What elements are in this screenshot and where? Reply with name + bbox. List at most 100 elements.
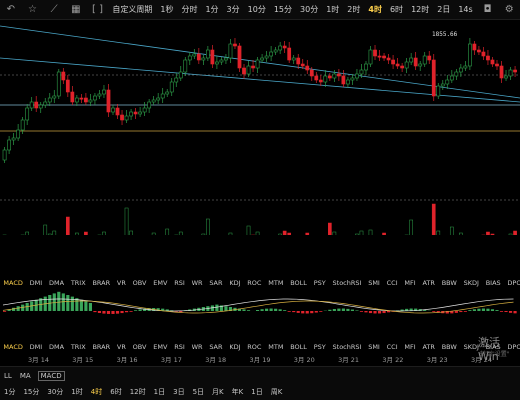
- indicator-tab-mtm[interactable]: MTM: [268, 279, 284, 287]
- indicator-tab-macd[interactable]: MACD: [3, 279, 23, 287]
- bottom-indicator-ma[interactable]: MA: [19, 372, 31, 380]
- timeframe-3[interactable]: 3分: [226, 5, 240, 14]
- indicator-tab-sar[interactable]: SAR: [209, 279, 223, 287]
- timeframe-10[interactable]: 6时: [389, 5, 404, 14]
- candle: [486, 55, 490, 61]
- indicator-tab-vr[interactable]: VR: [116, 343, 126, 351]
- indicator-tab-atr[interactable]: ATR: [422, 279, 435, 287]
- indicator-tab-trix[interactable]: TRIX: [70, 343, 86, 351]
- timeframe-8[interactable]: 2时: [347, 5, 361, 14]
- indicator-tab-vr[interactable]: VR: [116, 279, 126, 287]
- indicator-tab-wr[interactable]: WR: [191, 343, 203, 351]
- indicator-tab-bias[interactable]: BIAS: [485, 279, 501, 287]
- indicator-tab-roc[interactable]: ROC: [247, 279, 262, 287]
- indicator-tab-smi[interactable]: SMI: [368, 279, 380, 287]
- camera-icon[interactable]: ◘: [483, 4, 492, 15]
- bottom-timeframe-3[interactable]: 1时: [71, 388, 83, 396]
- indicator-tab-cci[interactable]: CCI: [386, 279, 398, 287]
- timeframe-13[interactable]: 14s: [458, 5, 473, 14]
- bottom-indicator-macd[interactable]: MACD: [37, 371, 65, 381]
- timeframe-9[interactable]: 4时: [368, 5, 382, 14]
- indicator-tab-roc[interactable]: ROC: [247, 343, 262, 351]
- macd-panel[interactable]: [0, 289, 520, 341]
- indicator-tab-dmi[interactable]: DMI: [29, 343, 43, 351]
- indicator-tab-kdj[interactable]: KDJ: [229, 343, 241, 351]
- bottom-timeframe-7[interactable]: 1日: [153, 388, 166, 396]
- indicator-tab-brar[interactable]: BRAR: [92, 343, 111, 351]
- indicator-tab-brar[interactable]: BRAR: [92, 279, 111, 287]
- timeframe-5[interactable]: 15分: [273, 5, 293, 14]
- indicator-tab-dma[interactable]: DMA: [48, 343, 65, 351]
- indicator-tab-bbw[interactable]: BBW: [441, 279, 457, 287]
- line-chart-icon[interactable]: ⟋: [50, 4, 58, 15]
- bottom-timeframe-4[interactable]: 4时: [90, 388, 103, 396]
- bottom-timeframe-5[interactable]: 6时: [110, 388, 122, 396]
- indicator-tab-psy[interactable]: PSY: [313, 279, 326, 287]
- indicator-tab-rsi[interactable]: RSI: [174, 279, 185, 287]
- indicator-tab-atr[interactable]: ATR: [422, 343, 435, 351]
- indicator-tab-obv[interactable]: OBV: [132, 343, 147, 351]
- indicator-tab-cci[interactable]: CCI: [386, 343, 398, 351]
- indicator-tab-rsi[interactable]: RSI: [174, 343, 185, 351]
- bottom-timeframe-13[interactable]: 周K: [270, 388, 283, 396]
- indicator-tab-emv[interactable]: EMV: [153, 279, 168, 287]
- brackets-icon[interactable]: [ ]: [92, 4, 104, 15]
- indicator-tab-mtm[interactable]: MTM: [268, 343, 284, 351]
- macd-bar: [16, 306, 20, 311]
- undo-icon[interactable]: ↶: [6, 4, 16, 15]
- indicator-tab-psy[interactable]: PSY: [313, 343, 326, 351]
- timeframe-7[interactable]: 1时: [326, 5, 340, 14]
- bottom-timeframe-10[interactable]: 月K: [212, 388, 224, 396]
- candlestick-chart[interactable]: [0, 20, 520, 235]
- bottom-timeframe-2[interactable]: 30分: [47, 388, 64, 396]
- indicator-tab-obv[interactable]: OBV: [132, 279, 147, 287]
- indicator-tab-boll[interactable]: BOLL: [290, 343, 307, 351]
- macd-bar: [472, 309, 476, 311]
- indicator-tab-smi[interactable]: SMI: [368, 343, 380, 351]
- indicator-tab-stochrsi[interactable]: StochRSI: [332, 279, 362, 287]
- timeframe-4[interactable]: 10分: [247, 5, 266, 14]
- timeframe-11[interactable]: 12时: [411, 5, 430, 14]
- indicator-tab-bias[interactable]: BIAS: [485, 343, 501, 351]
- bottom-timeframe-0[interactable]: 1分: [4, 388, 16, 396]
- bottom-indicator-ll[interactable]: LL: [4, 372, 12, 380]
- timeframe-12[interactable]: 2日: [437, 5, 451, 14]
- indicator-tab-dpo[interactable]: DPO: [507, 279, 520, 287]
- macd-bar: [138, 309, 142, 311]
- candle: [215, 61, 219, 65]
- indicator-tab-trix[interactable]: TRIX: [70, 279, 86, 287]
- custom-period-label[interactable]: 自定义周期: [112, 5, 153, 14]
- timeframe-6[interactable]: 30分: [300, 5, 319, 14]
- candle: [133, 111, 138, 115]
- timeframe-1[interactable]: 分时: [181, 5, 198, 14]
- bottom-timeframe-9[interactable]: 5日: [192, 388, 205, 396]
- indicator-tab-mfi[interactable]: MFI: [404, 279, 416, 287]
- indicator-tab-skdj[interactable]: SKDJ: [463, 279, 479, 287]
- indicator-tab-wr[interactable]: WR: [191, 279, 203, 287]
- bottom-timeframe-1[interactable]: 15分: [23, 388, 40, 396]
- indicator-tab-emv[interactable]: EMV: [153, 343, 168, 351]
- indicator-tab-kdj[interactable]: KDJ: [229, 279, 241, 287]
- indicator-tab-stochrsi[interactable]: StochRSI: [332, 343, 362, 351]
- timeframe-0[interactable]: 1秒: [160, 5, 174, 14]
- bottom-timeframe-8[interactable]: 3日: [173, 388, 185, 396]
- macd-bar: [106, 311, 111, 314]
- indicator-tab-dma[interactable]: DMA: [48, 279, 65, 287]
- indicator-tab-skdj[interactable]: SKDJ: [463, 343, 479, 351]
- candle: [237, 45, 242, 69]
- candle: [210, 49, 215, 65]
- bottom-timeframe-11[interactable]: 年K: [231, 388, 244, 396]
- indicator-tab-dpo[interactable]: DPO: [507, 343, 520, 351]
- indicator-tab-bbw[interactable]: BBW: [441, 343, 457, 351]
- bottom-timeframe-6[interactable]: 12时: [129, 388, 146, 396]
- indicator-tab-boll[interactable]: BOLL: [290, 279, 307, 287]
- grid-icon[interactable]: ▦: [71, 4, 81, 15]
- indicator-tab-dmi[interactable]: DMI: [29, 279, 43, 287]
- star-icon[interactable]: ☆: [28, 4, 37, 15]
- indicator-tab-mfi[interactable]: MFI: [404, 343, 416, 351]
- indicator-tab-sar[interactable]: SAR: [209, 343, 223, 351]
- indicator-tab-macd[interactable]: MACD: [3, 343, 23, 351]
- bottom-timeframe-12[interactable]: 1日: [251, 388, 263, 396]
- settings-icon[interactable]: ⚙: [504, 4, 514, 15]
- timeframe-2[interactable]: 1分: [205, 5, 219, 14]
